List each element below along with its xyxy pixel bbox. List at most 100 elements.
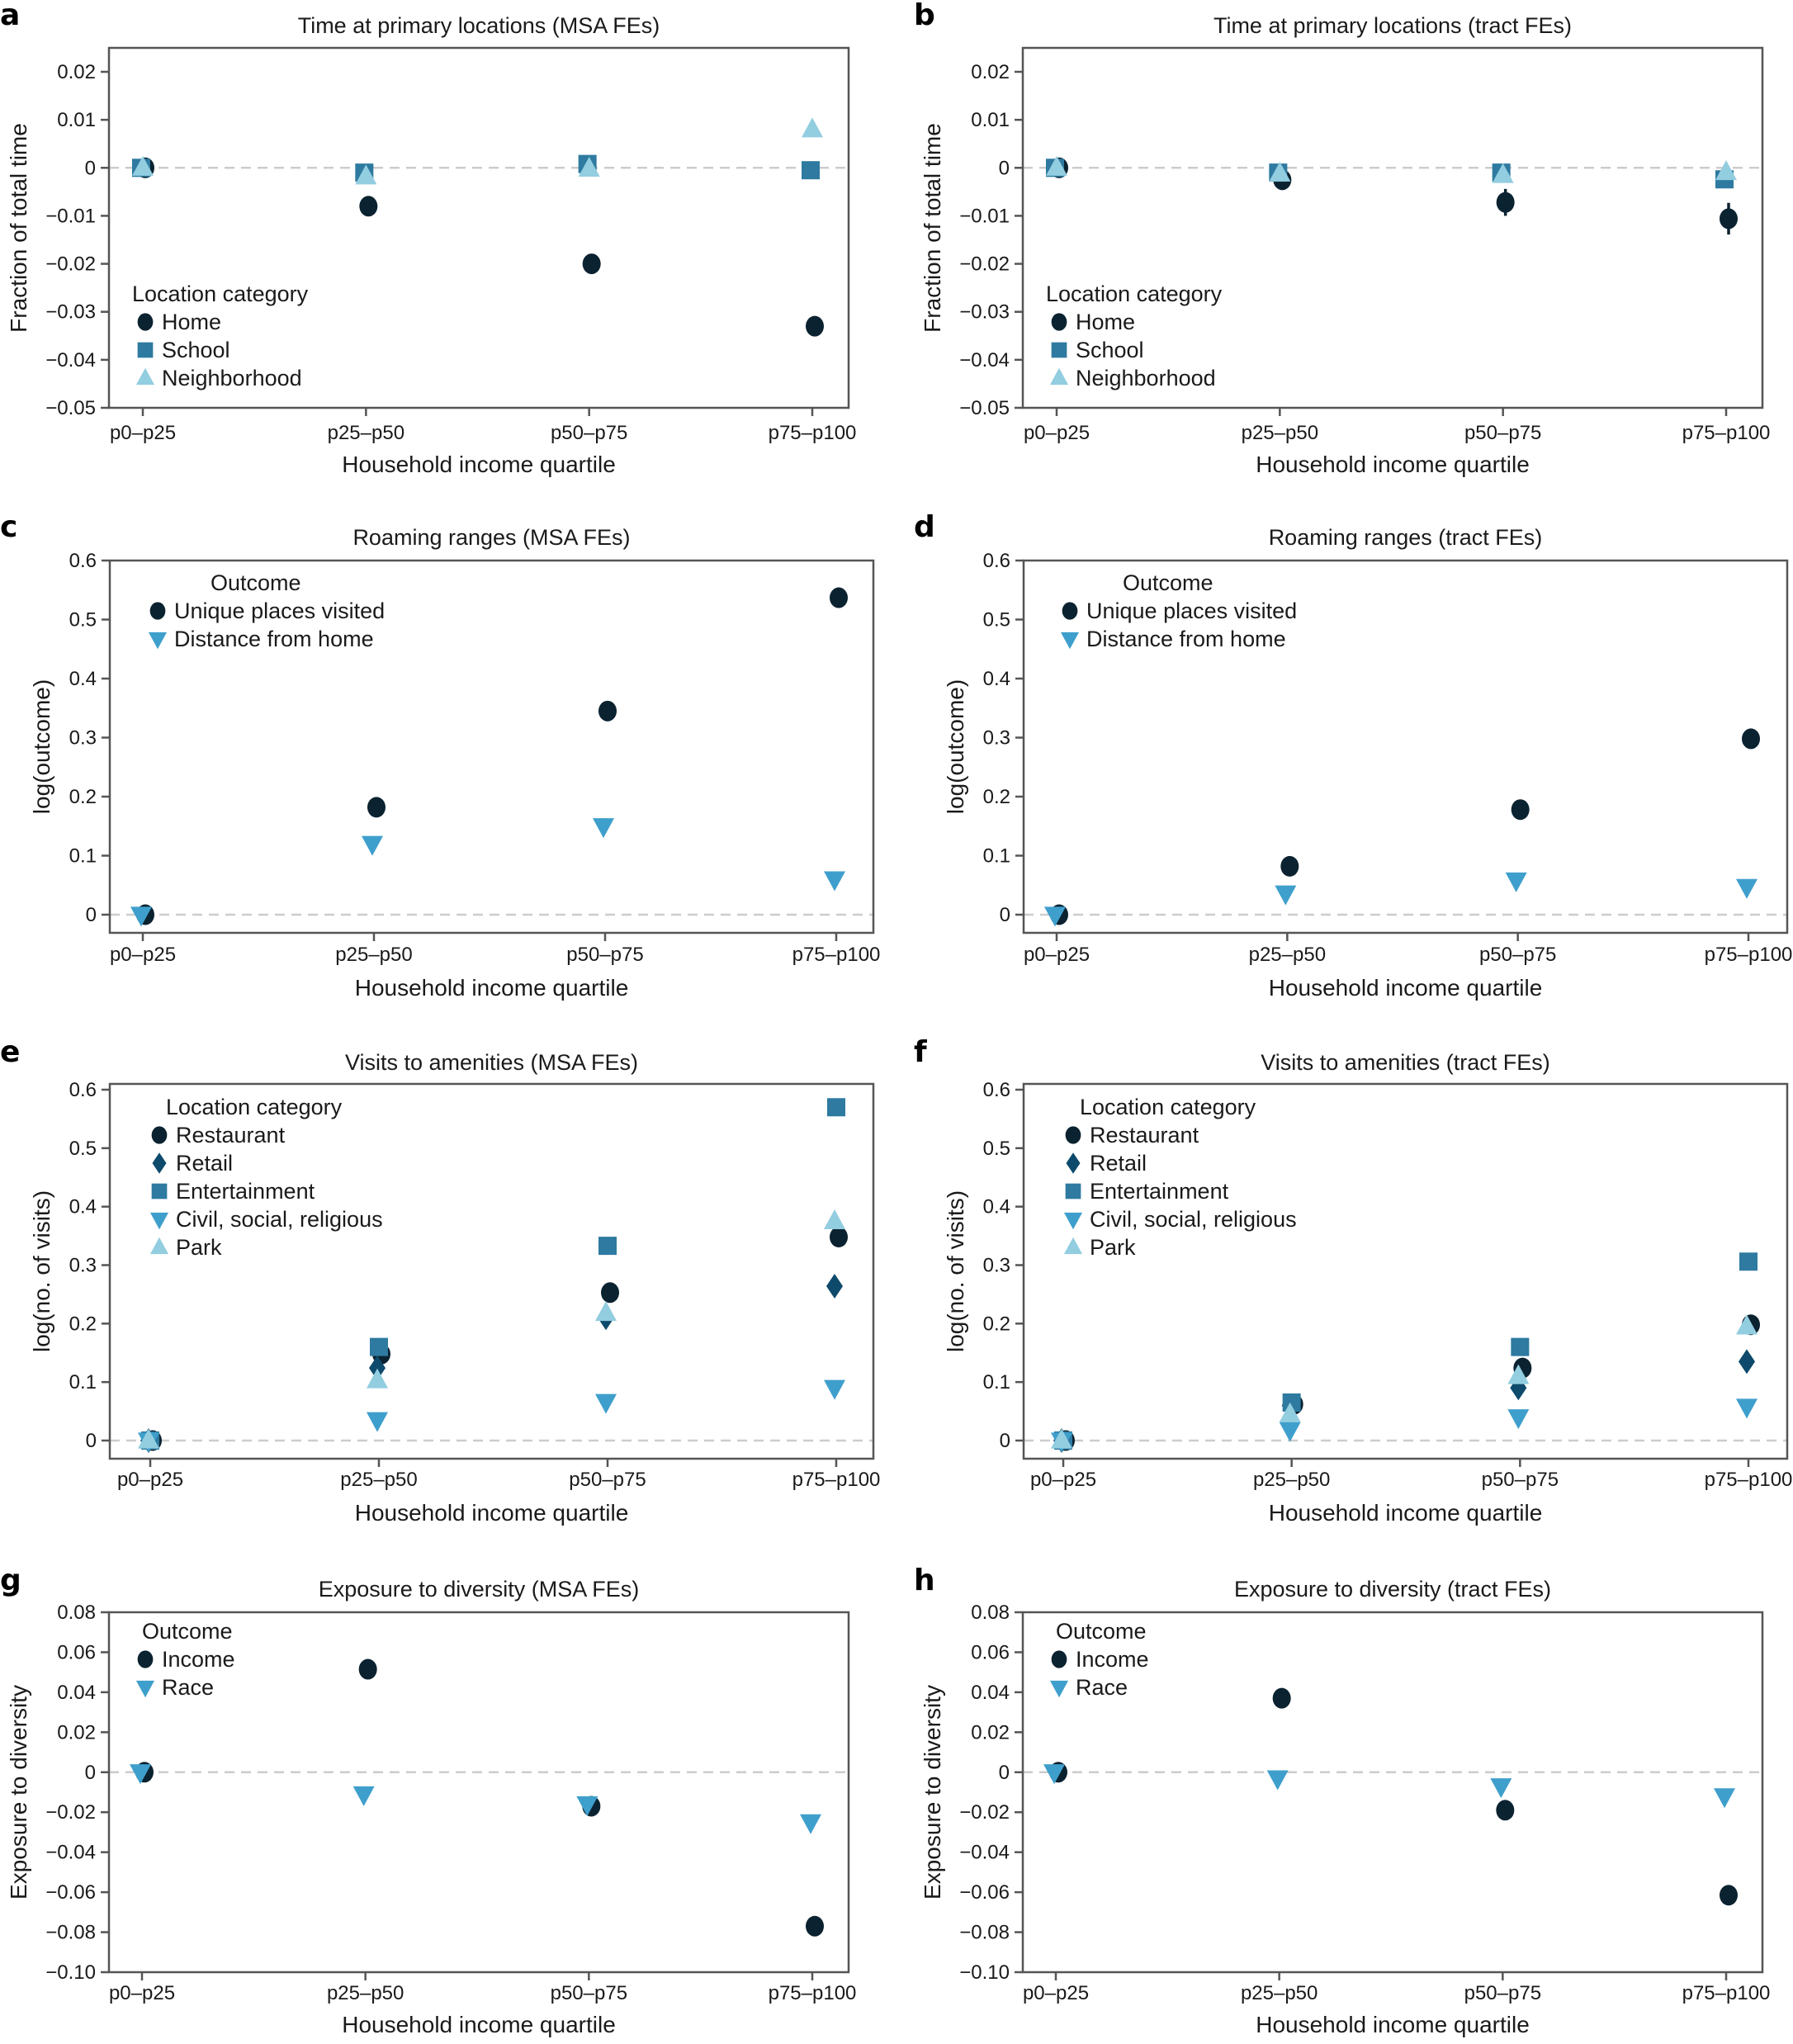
y-axis-label: log(outcome) <box>943 679 968 814</box>
plot-frame <box>1021 1611 1764 1974</box>
data-point-distance-from-home <box>130 906 152 927</box>
x-axis-label: Household income quartile <box>355 975 629 1001</box>
y-tick-label: −0.03 <box>959 301 1010 324</box>
data-point-distance-from-home <box>1044 906 1066 927</box>
plot-frame <box>108 559 875 934</box>
y-tick-label: −0.05 <box>45 397 96 419</box>
data-point-civil-social-religious <box>824 1379 845 1400</box>
plot-frame <box>1022 559 1789 934</box>
legend-item: Unique places visited <box>174 599 385 623</box>
data-point-home <box>582 253 601 275</box>
y-tick-label: 0.3 <box>69 727 97 750</box>
legend-marker <box>1051 313 1067 331</box>
y-tick-label: −0.10 <box>959 1961 1010 1984</box>
data-point-race <box>800 1814 821 1834</box>
legend-item: Neighborhood <box>162 366 302 390</box>
plot-frame <box>1022 1082 1789 1460</box>
legend-item: Race <box>162 1675 214 1700</box>
x-tick-label: p50–p75 <box>1479 944 1556 966</box>
y-tick-label: 0.02 <box>971 61 1010 83</box>
legend-item: Distance from home <box>174 627 374 651</box>
y-tick-label: 0 <box>1000 904 1010 926</box>
x-tick-label: p25–p50 <box>340 1469 417 1491</box>
panel-letter: h <box>914 1564 935 1597</box>
chart-title: Time at primary locations (tract FEs) <box>1213 13 1572 38</box>
y-tick-label: −0.04 <box>45 1842 96 1864</box>
data-point-neighborhood <box>355 164 377 185</box>
legend-marker <box>135 1680 155 1698</box>
legend-title: Outcome <box>211 570 301 595</box>
x-tick-label: p75–p100 <box>792 944 881 966</box>
legend-marker <box>137 1650 154 1668</box>
legend-marker <box>1062 602 1078 620</box>
data-point-income <box>1720 1885 1738 1906</box>
y-tick-label: 0.06 <box>57 1641 96 1663</box>
x-tick-label: p25–p50 <box>1241 1982 1318 2004</box>
data-point-income <box>806 1915 824 1937</box>
data-point-retail <box>1739 1349 1755 1374</box>
data-point-civil-social-religious <box>1279 1422 1301 1442</box>
y-tick-label: 0.5 <box>69 609 97 632</box>
y-tick-label: 0.06 <box>971 1641 1010 1663</box>
y-axis-label: log(no. of visits) <box>29 1190 54 1352</box>
legend-title: Location category <box>166 1095 343 1119</box>
data-point-distance-from-home <box>1275 885 1297 906</box>
x-tick-label: p75–p100 <box>792 1469 881 1491</box>
legend-item: School <box>162 338 230 362</box>
legend-marker <box>1063 1237 1083 1255</box>
y-tick-label: 0.02 <box>57 1721 96 1744</box>
x-tick-label: p75–p100 <box>1705 1469 1793 1491</box>
data-point-income <box>1496 1800 1515 1821</box>
y-tick-label: 0.2 <box>69 1313 97 1335</box>
x-tick-label: p0–p25 <box>117 1469 183 1491</box>
data-point-park <box>1279 1402 1301 1422</box>
x-tick-label: p75–p100 <box>769 1982 857 2004</box>
legend-title: Outcome <box>1056 1619 1147 1644</box>
data-point-restaurant <box>830 1227 848 1247</box>
legend-item: Home <box>1076 310 1135 334</box>
x-tick-label: p25–p50 <box>1249 944 1326 966</box>
panel-f: f Visits to amenities (tract FEs) 0 0.1 0.2 0… <box>914 1035 1792 1526</box>
panel-letter: e <box>0 1035 20 1069</box>
legend-title: Outcome <box>1123 570 1213 595</box>
x-tick-label: p0–p25 <box>1024 944 1090 966</box>
x-tick-label: p50–p75 <box>569 1469 646 1491</box>
legend-marker <box>1063 1212 1083 1230</box>
legend-item: Income <box>162 1647 235 1672</box>
data-point-race <box>1714 1788 1735 1809</box>
y-tick-label: −0.01 <box>959 205 1010 227</box>
x-tick-label: p0–p25 <box>1024 422 1090 444</box>
data-point-neighborhood <box>802 117 823 138</box>
data-point-neighborhood <box>1269 161 1291 182</box>
data-point-park <box>1736 1314 1758 1335</box>
plot-frame <box>107 1611 850 1974</box>
data-point-unique-places-visited <box>830 587 848 608</box>
legend-title: Location category <box>132 282 309 306</box>
x-tick-label: p0–p25 <box>1030 1469 1096 1491</box>
legend-marker <box>137 313 154 331</box>
y-tick-label: 0.2 <box>983 1313 1010 1335</box>
y-tick-label: −0.01 <box>45 205 96 227</box>
x-tick-label: p50–p75 <box>1464 422 1541 444</box>
legend-marker <box>1051 1650 1067 1668</box>
y-tick-label: 0.4 <box>983 668 1010 690</box>
y-axis-label: Fraction of total time <box>6 123 31 333</box>
x-tick-label: p0–p25 <box>109 1982 175 2004</box>
plot-frame <box>108 1082 875 1460</box>
x-tick-label: p25–p50 <box>1242 422 1318 444</box>
data-point-distance-from-home <box>362 835 383 856</box>
y-tick-label: 0.3 <box>983 1255 1010 1277</box>
data-point-income <box>1272 1687 1291 1709</box>
data-point-distance-from-home <box>1736 878 1758 899</box>
panel-letter: d <box>914 510 935 544</box>
data-point-distance-from-home <box>593 818 614 839</box>
panel-letter: c <box>0 510 17 544</box>
panel-h: h Exposure to diversity (tract FEs) −0.10 −… <box>914 1564 1770 2037</box>
data-point-race <box>352 1786 375 1806</box>
x-axis-label: Household income quartile <box>1269 975 1543 1001</box>
data-point-park <box>1507 1364 1530 1384</box>
legend-marker <box>1065 1126 1081 1144</box>
chart-title: Time at primary locations (MSA FEs) <box>298 13 660 38</box>
legend-title: Location category <box>1080 1095 1256 1119</box>
x-tick-label: p25–p50 <box>335 944 412 966</box>
